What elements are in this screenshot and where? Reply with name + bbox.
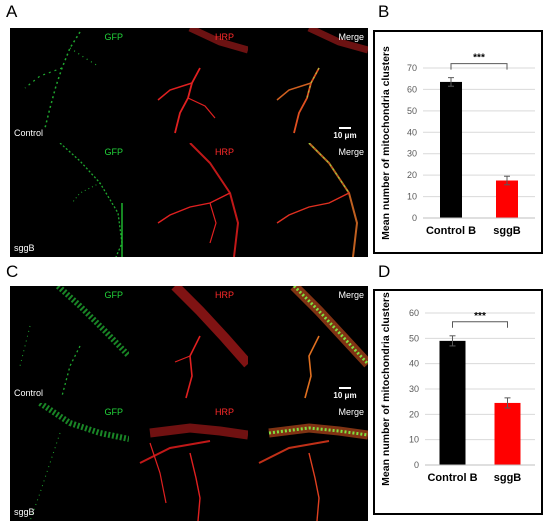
channel-label-gfp: GFP: [104, 147, 123, 157]
scale-bar: 10 μm: [330, 127, 360, 140]
scale-bar: 10 μm: [330, 387, 360, 400]
channel-label-hrp: HRP: [214, 32, 234, 42]
scale-bar-label: 10 μm: [333, 391, 357, 400]
significance-label: ***: [474, 311, 486, 322]
gfp-signal: [59, 143, 123, 257]
row-label-sggb: sggB: [14, 243, 35, 253]
channel-label-merge: Merge: [338, 407, 364, 417]
tile-a-control-gfp: GFP Control: [10, 28, 129, 142]
tile-c-control-gfp: GFP Control: [10, 286, 129, 402]
tile-a-sggb-merge: Merge: [249, 143, 368, 257]
tile-a-control-hrp: HRP: [130, 28, 248, 142]
tile-c-sggb-gfp: GFP sggB: [10, 403, 129, 521]
hrp-signal: [171, 286, 248, 399]
tile-a-control-merge: Merge 10 μm: [249, 28, 368, 142]
y-axis-label: Mean number of mitochondria clusters: [380, 46, 392, 240]
y-tick-label: 20: [407, 170, 417, 180]
channel-label-hrp: HRP: [214, 407, 234, 417]
channel-label-hrp: HRP: [214, 290, 234, 300]
gfp-signal: [29, 403, 129, 521]
y-tick-label: 10: [409, 435, 419, 445]
merge-signal: [258, 423, 368, 521]
bar-control-b: [439, 340, 466, 465]
x-tick-label: Control B: [426, 225, 476, 237]
bar-sggb: [494, 402, 521, 465]
y-tick-label: 50: [409, 333, 419, 343]
panel-letter-b: B: [378, 2, 390, 21]
tile-c-control-hrp: HRP: [130, 286, 248, 402]
tile-a-sggb-gfp: GFP sggB: [10, 143, 129, 257]
channel-label-hrp: HRP: [214, 147, 234, 157]
panel-letter-c: C: [6, 262, 19, 281]
chart-b-svg: 0 10 20 30 40 50 60 70 Mean number of mitochondr…: [380, 46, 535, 240]
y-tick-label: 40: [409, 359, 419, 369]
gfp-signal: [24, 31, 99, 129]
micrograph-panel-c: GFP Control HRP Merge 10 μm GFP sggB: [10, 286, 368, 521]
channel-label-gfp: GFP: [104, 407, 123, 417]
hrp-signal: [139, 423, 248, 521]
tile-a-sggb-hrp: HRP: [130, 143, 248, 257]
y-tick-label: 30: [407, 149, 417, 159]
bar-control-b: [440, 81, 462, 218]
row-label-sggb: sggB: [14, 507, 35, 517]
y-tick-label: 60: [407, 84, 417, 94]
tile-c-sggb-merge: Merge: [249, 403, 368, 521]
panel-letter-a: A: [6, 2, 18, 21]
y-tick-label: 40: [407, 127, 417, 137]
significance-label: ***: [473, 53, 485, 64]
y-tick-label: 60: [409, 308, 419, 318]
y-tick-label: 20: [409, 409, 419, 419]
scale-bar-label: 10 μm: [333, 131, 357, 140]
channel-label-merge: Merge: [338, 32, 364, 42]
chart-d-svg: 0 10 20 30 40 50 60 Mean number of mitochondria…: [380, 292, 535, 486]
merge-signal: [276, 143, 359, 257]
y-tick-label: 10: [407, 192, 417, 202]
micrograph-panel-a: GFP Control HRP Merge 10 μm GFP: [10, 28, 368, 257]
chart-b: 0 10 20 30 40 50 60 70 Mean number of mitochondr…: [373, 30, 543, 254]
y-tick-label: 0: [412, 213, 417, 223]
y-tick-label: 50: [407, 106, 417, 116]
merge-signal: [276, 28, 368, 134]
y-axis-label: Mean number of mitochondria clusters: [380, 292, 392, 486]
merge-signal: [290, 286, 368, 399]
panel-letter-d: D: [378, 262, 391, 281]
channel-label-gfp: GFP: [104, 32, 123, 42]
y-tick-label: 0: [414, 460, 419, 470]
tile-c-sggb-hrp: HRP: [130, 403, 248, 521]
x-tick-label: sggB: [493, 225, 521, 237]
hrp-signal: [157, 28, 248, 134]
x-tick-label: sggB: [494, 472, 522, 484]
significance-bracket: [450, 63, 508, 70]
y-tick-label: 30: [409, 384, 419, 394]
row-label-control: Control: [14, 128, 44, 138]
bar-sggb: [496, 180, 518, 218]
chart-d: 0 10 20 30 40 50 60 Mean number of mitochondria…: [373, 289, 543, 515]
channel-label-merge: Merge: [338, 290, 364, 300]
hrp-signal: [157, 143, 240, 257]
gfp-signal: [19, 286, 129, 397]
significance-bracket: [452, 321, 508, 328]
channel-label-merge: Merge: [338, 147, 364, 157]
y-tick-label: 70: [407, 63, 417, 73]
tile-c-control-merge: Merge 10 μm: [249, 286, 368, 402]
row-label-control: Control: [14, 388, 44, 398]
x-tick-label: Control B: [427, 472, 477, 484]
channel-label-gfp: GFP: [104, 290, 123, 300]
